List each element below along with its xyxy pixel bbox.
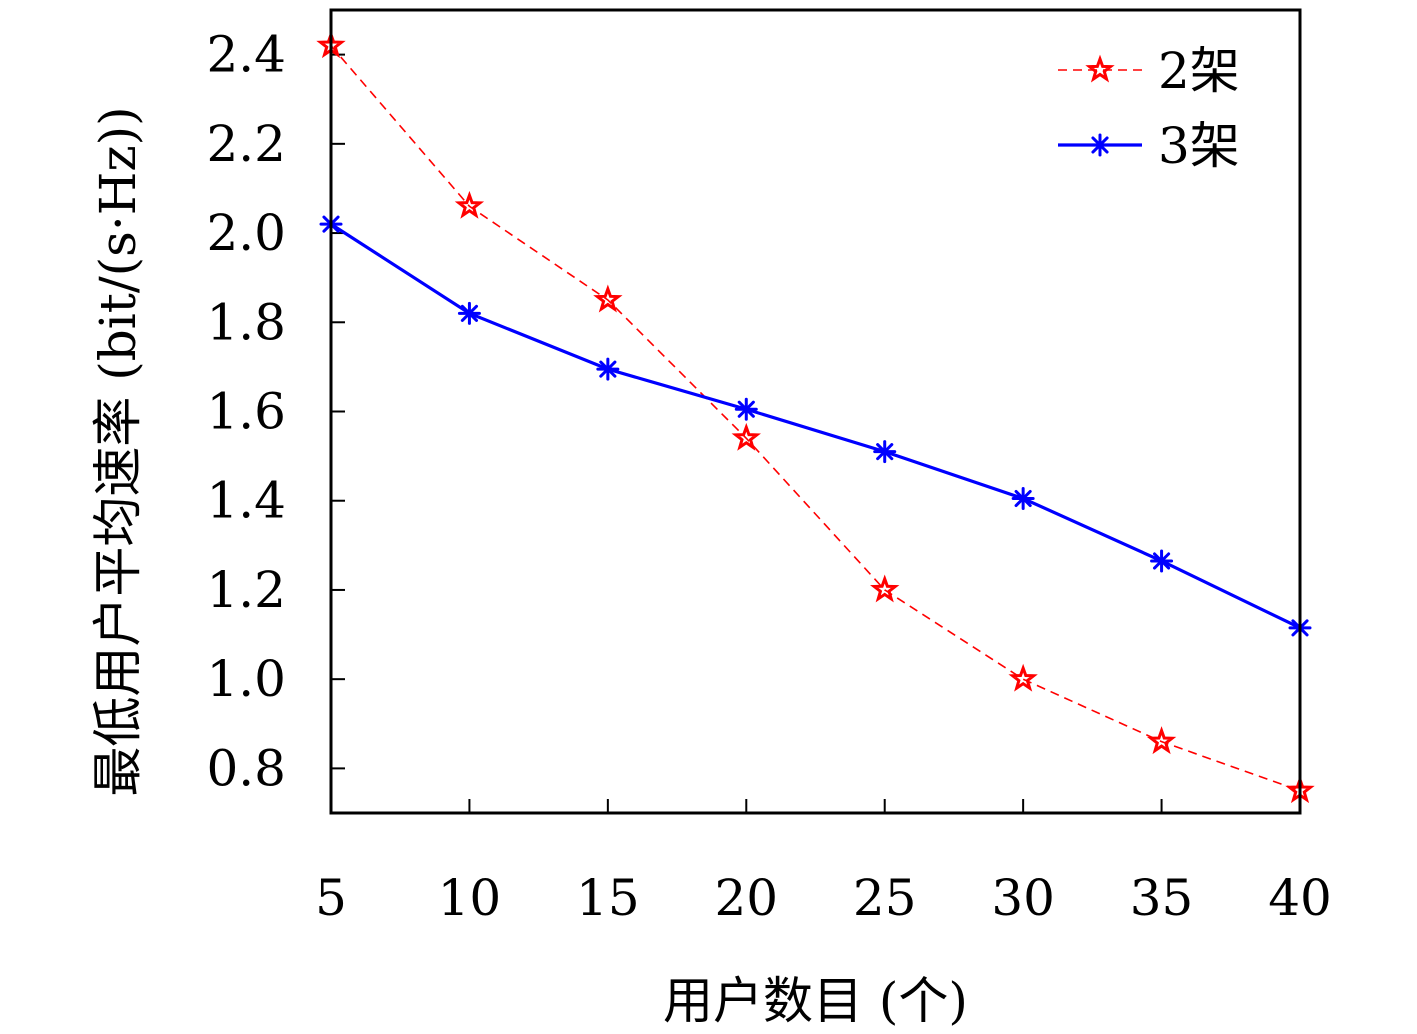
ticks-layer: 5 10 15 20 25 30 35 40 0.8 1.0 1.2 1.4 1.6 1.8 2.0 2.2 2… <box>206 26 1331 927</box>
series-line <box>330 222 1301 630</box>
x-axis-title: 用户数目 (个) <box>663 972 968 1030</box>
legend-marker <box>1088 133 1112 157</box>
x-tick-label: 30 <box>991 869 1055 927</box>
y-tick-label: 1.2 <box>206 561 286 619</box>
data-point <box>1146 726 1177 755</box>
data-point <box>1011 486 1035 510</box>
data-point <box>593 284 623 313</box>
series-2 <box>319 212 1312 640</box>
legend-marker <box>1085 54 1115 83</box>
x-tick-label: 20 <box>714 869 778 927</box>
y-tick-label: 2.4 <box>206 26 286 84</box>
y-tick-label: 0.8 <box>206 739 286 797</box>
data-point <box>457 301 481 325</box>
legend-label: 3架 <box>1158 117 1240 175</box>
y-axis-title: 最低用户平均速率 (bit/(s·Hz)) <box>89 106 147 796</box>
data-point <box>454 190 485 219</box>
y-tick-label: 1.8 <box>206 293 286 351</box>
y-tick-label: 2.2 <box>206 115 286 173</box>
data-point <box>873 440 897 464</box>
data-point <box>870 574 900 603</box>
y-tick-label: 2.0 <box>206 204 286 262</box>
plot-frame <box>329 8 1302 815</box>
x-tick-label: 5 <box>315 869 347 927</box>
data-point <box>1008 663 1038 692</box>
x-tick-label: 15 <box>576 869 640 927</box>
data-point <box>1150 549 1174 573</box>
series-layer <box>316 30 1315 804</box>
y-tick-label: 1.0 <box>206 650 286 708</box>
x-tick-label: 25 <box>853 869 917 927</box>
x-tick-label: 40 <box>1268 869 1332 927</box>
data-point <box>731 422 761 451</box>
x-tick-label: 10 <box>438 869 502 927</box>
data-point <box>734 397 758 421</box>
y-tick-label: 1.4 <box>206 472 286 530</box>
data-point <box>596 357 620 381</box>
y-tick-label: 1.6 <box>206 383 286 441</box>
series-1 <box>316 30 1315 804</box>
x-tick-label: 35 <box>1130 869 1194 927</box>
legend-label: 2架 <box>1158 42 1240 100</box>
series-line <box>330 45 1301 792</box>
